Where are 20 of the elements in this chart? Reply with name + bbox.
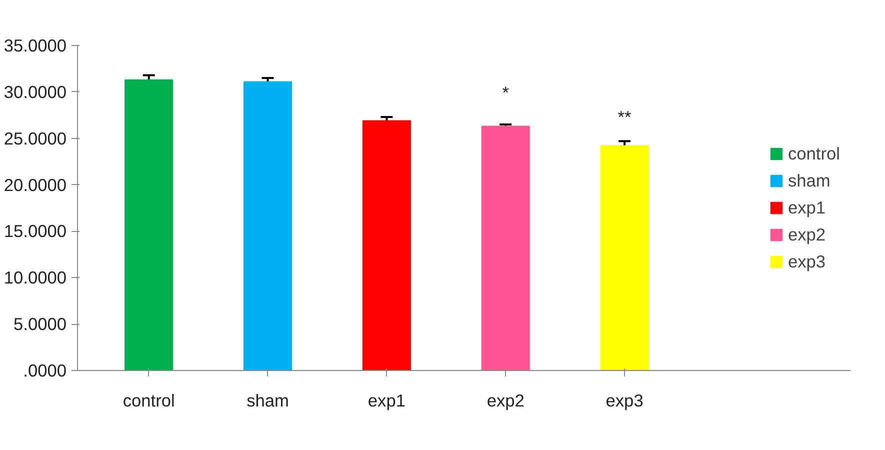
y-tick-label: 20.0000 (4, 174, 67, 195)
y-tick-label: 25.0000 (4, 128, 67, 148)
legend-label: exp3 (788, 251, 826, 272)
y-tick-label: 15.0000 (4, 221, 67, 242)
x-tick-label: exp2 (486, 390, 524, 410)
x-tick-label: control (122, 390, 175, 410)
x-tick-label: sham (246, 390, 289, 410)
y-tick-label: .0000 (23, 360, 67, 380)
legend-label: control (788, 143, 840, 164)
y-tick-label: 10.0000 (4, 268, 67, 288)
legend-label: exp2 (788, 224, 826, 245)
y-tick-label: 30.0000 (4, 82, 67, 102)
legend-label: sham (788, 170, 830, 191)
annotation: * (502, 82, 510, 102)
y-tick-label: 5.0000 (14, 314, 66, 334)
legend-label: exp1 (788, 197, 826, 218)
y-tick-label: 35.0000 (4, 36, 67, 56)
x-tick-label: exp1 (368, 390, 406, 410)
x-tick-label: exp3 (606, 390, 644, 410)
annotation: ** (618, 107, 632, 128)
